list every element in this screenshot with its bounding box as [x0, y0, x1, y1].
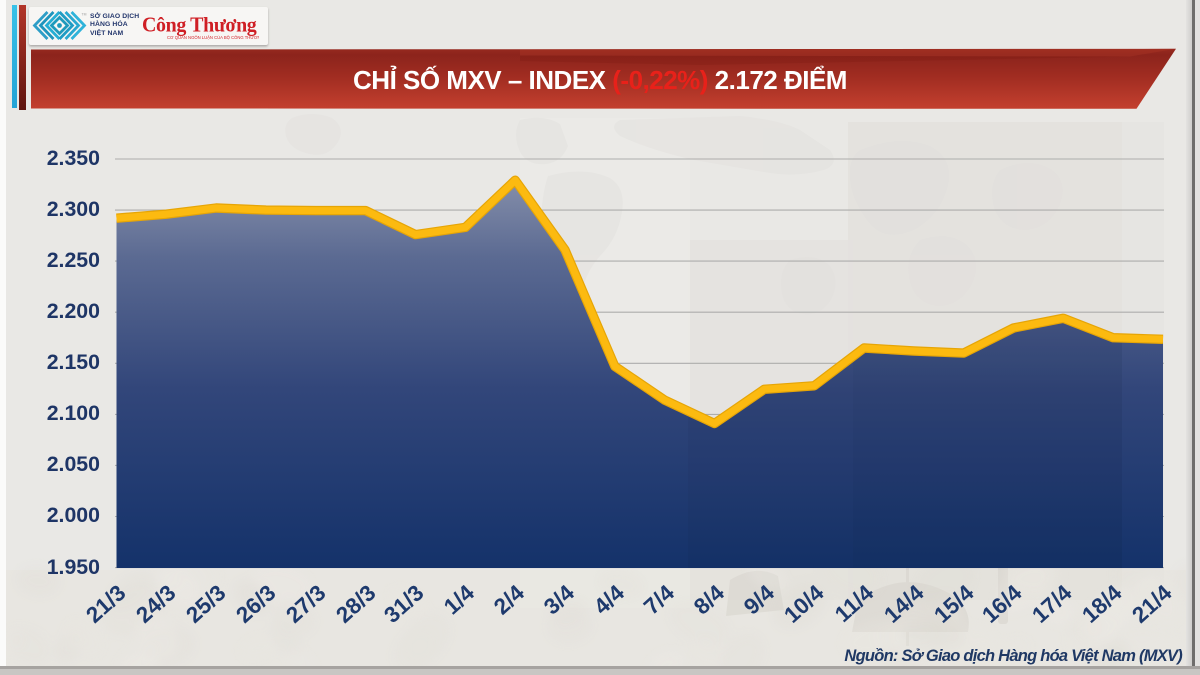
svg-text:TM: TM: [82, 13, 87, 17]
